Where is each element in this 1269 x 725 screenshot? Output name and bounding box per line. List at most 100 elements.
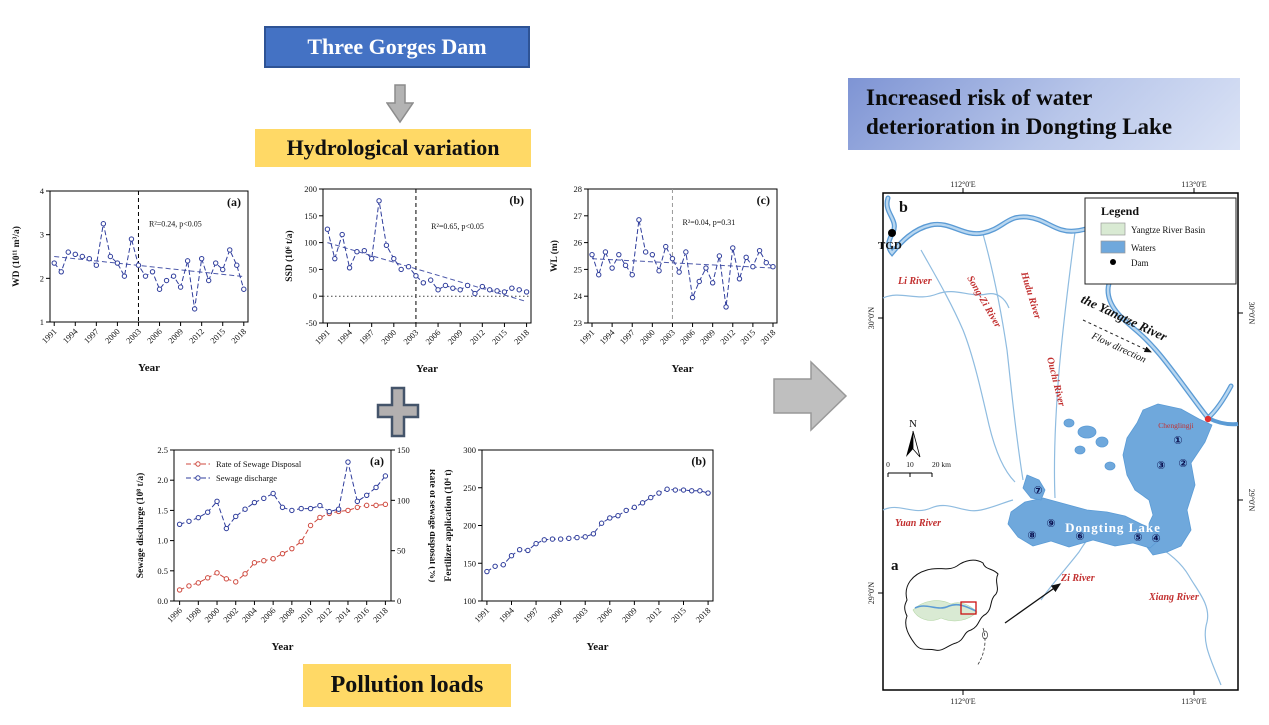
xiang-river-line [1150,541,1222,686]
svg-text:2014: 2014 [333,605,353,625]
map-panel: 112°0'E 113°0'E 112°0'E 113°0'E 30°0'N 2… [855,180,1260,715]
svg-text:0: 0 [397,596,401,606]
svg-text:-50: -50 [306,318,317,328]
svg-text:28: 28 [574,184,583,194]
svg-text:2012: 2012 [718,327,737,346]
monitoring-sites: ① ② ③ ④ ⑤ ⑥ ⑦ ⑧ ⑨ [1027,434,1187,545]
svg-text:1.5: 1.5 [157,505,168,515]
svg-text:1997: 1997 [357,327,376,346]
three-gorges-dam-box: Three Gorges Dam [264,26,530,68]
wd-chart-svg: 1 2 3 4 1991 1994 1997 2000 2003 2006 2009 2012 2015… [11,186,249,374]
svg-text:2016: 2016 [352,605,371,624]
svg-text:150: 150 [397,445,410,455]
svg-text:1991: 1991 [40,326,59,345]
svg-text:2015: 2015 [208,326,227,345]
svg-text:2018: 2018 [693,605,712,624]
svg-text:2010: 2010 [296,605,315,624]
svg-text:2000: 2000 [546,605,565,624]
svg-text:0.0: 0.0 [157,596,168,606]
pollution-loads-box: Pollution loads [303,664,511,707]
svg-text:26: 26 [574,238,583,248]
legend-basin-label: Yangtze River Basin [1131,225,1206,235]
north-label: N [909,418,917,430]
svg-text:1.0: 1.0 [157,536,168,546]
plus-icon [376,386,420,438]
svg-text:2006: 2006 [595,605,614,624]
east-dongting-lake [1122,403,1213,556]
zi-river-label: Zi River [1060,573,1095,584]
svg-text:2004: 2004 [240,605,260,625]
svg-text:R²=0.65, p<0.05: R²=0.65, p<0.05 [431,222,484,231]
coord-left-top: 30°0'N [867,307,876,330]
scale-0: 0 [886,460,890,469]
svg-text:2006: 2006 [258,605,277,624]
inset-taiwan [982,630,988,640]
coord-bottom-left: 112°0'E [950,697,975,706]
chart-water-discharge: 1 2 3 4 1991 1994 1997 2000 2003 2006 2009 2012 2015… [8,182,260,376]
svg-text:2003: 2003 [124,326,143,345]
site-6: ⑥ [1075,530,1084,543]
site-4: ④ [1151,532,1160,545]
svg-text:2012: 2012 [315,605,334,624]
svg-text:25: 25 [574,264,583,274]
svg-text:200: 200 [463,521,476,531]
hydrological-variation-box: Hydrological variation [255,129,531,167]
svg-text:2.5: 2.5 [157,445,168,455]
south-dongting-lake [1007,497,1161,549]
svg-text:150: 150 [304,211,317,221]
dongting-lake-label: Dongting Lake [1065,520,1161,535]
svg-text:(a): (a) [227,195,241,209]
site-7: ⑦ [1033,484,1042,497]
svg-text:150: 150 [463,558,476,568]
fertilizer-chart-svg: 100 150 200 250 300 1991 1994 1997 2000 2003 2006 2… [443,445,714,653]
svg-text:1996: 1996 [165,605,184,624]
map-legend: Legend Yangtze River Basin Waters Dam [1084,197,1237,285]
coord-right-top: 30°0'N [1247,302,1256,325]
inset-study-area-rect [960,601,977,615]
svg-text:2018: 2018 [512,327,531,346]
svg-text:100: 100 [304,238,317,248]
svg-text:2012: 2012 [644,605,663,624]
risk-line2: deterioration in Dongting Lake [866,113,1173,139]
map-panel-a-label: a [891,558,899,574]
songzi-river [920,249,1016,483]
svg-text:Year: Year [672,363,694,375]
scale-20: 20 km [932,460,951,469]
coord-right-bottom: 29°0'N [1247,489,1256,512]
svg-text:2000: 2000 [202,605,221,624]
coord-bottom-right: 113°0'E [1181,697,1206,706]
svg-text:4: 4 [40,186,45,196]
dongting-lake-water [1007,403,1213,556]
svg-text:3: 3 [40,230,44,240]
west-channel [1022,474,1046,501]
svg-text:(c): (c) [757,193,770,207]
legend-dam-dot [1110,259,1116,265]
site-1: ① [1173,434,1182,447]
svg-text:(b): (b) [509,193,524,207]
chenglingji-label: Chenglingji [1158,421,1193,430]
svg-text:2012: 2012 [187,326,206,345]
tgd-dam-dot [888,229,896,237]
yuan-river-label: Yuan River [895,518,941,529]
svg-text:2006: 2006 [678,327,697,346]
svg-text:R²=0.24, p<0.05: R²=0.24, p<0.05 [149,219,202,228]
svg-text:0: 0 [313,291,317,301]
svg-text:2015: 2015 [490,327,509,346]
svg-text:2018: 2018 [758,327,777,346]
inset-pointer-arrow [1004,583,1062,624]
china-inset-map: a [891,558,1062,667]
hydrological-variation-label: Hydrological variation [286,135,500,160]
svg-text:2018: 2018 [229,326,248,345]
svg-text:1994: 1994 [61,326,81,346]
svg-text:50: 50 [397,546,406,556]
svg-text:1997: 1997 [521,605,540,624]
svg-text:2003: 2003 [401,327,420,346]
three-gorges-dam-label: Three Gorges Dam [307,34,487,59]
svg-text:2015: 2015 [669,605,688,624]
site-3: ③ [1156,459,1165,472]
svg-text:SSD (10⁶ t/a): SSD (10⁶ t/a) [284,230,295,281]
tgd-label: TGD [878,240,902,252]
